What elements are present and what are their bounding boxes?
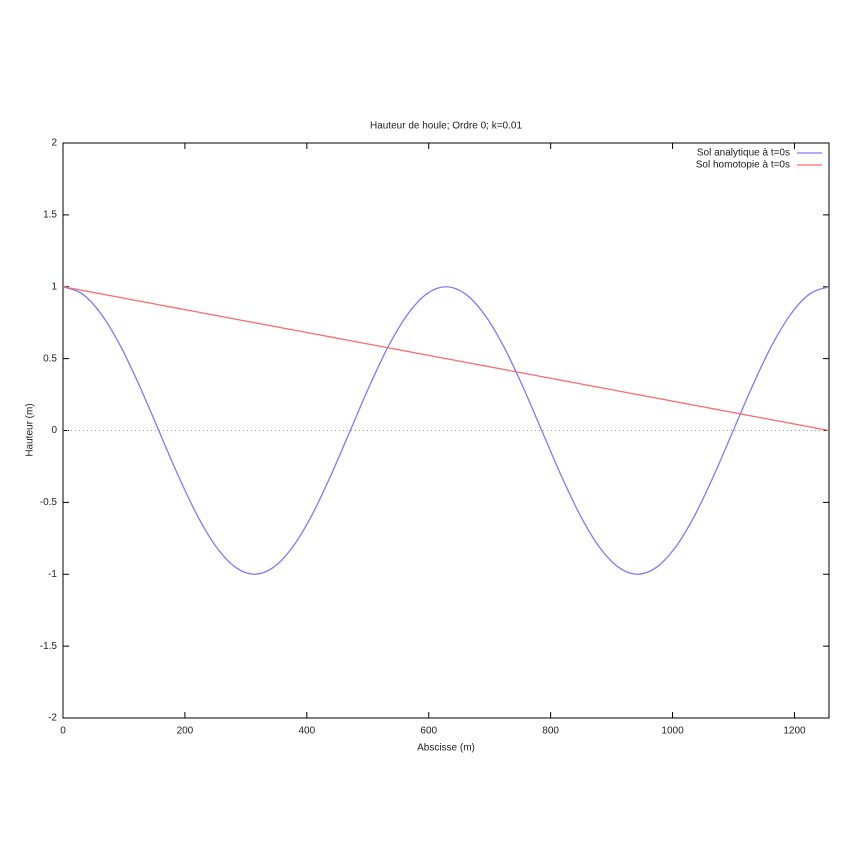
x-tick-label: 1200 xyxy=(783,726,806,737)
y-tick-label: 0 xyxy=(51,425,57,436)
x-tick-label: 1000 xyxy=(661,726,684,737)
x-tick-label: 800 xyxy=(542,726,559,737)
y-tick-label: -1.5 xyxy=(40,641,58,652)
x-tick-label: 200 xyxy=(177,726,194,737)
y-tick-label: -0.5 xyxy=(40,497,58,508)
y-tick-label: -1 xyxy=(48,569,57,580)
y-tick-label: 1 xyxy=(51,281,57,292)
x-tick-label: 400 xyxy=(298,726,315,737)
y-tick-label: 1.5 xyxy=(43,210,57,221)
series-line xyxy=(62,286,830,575)
y-tick-label: -2 xyxy=(48,713,57,724)
series-line xyxy=(62,286,830,432)
x-tick-label: 0 xyxy=(60,726,66,737)
legend-label: Sol analytique à t=0s xyxy=(697,148,790,159)
x-axis-label: Abscisse (m) xyxy=(417,743,475,754)
y-tick-label: 2 xyxy=(51,138,57,149)
legend-label: Sol homotopie à t=0s xyxy=(696,160,790,171)
y-axis-label: Hauteur (m) xyxy=(25,403,36,456)
x-tick-label: 600 xyxy=(420,726,437,737)
chart-title: Hauteur de houle; Ordre 0; k=0.01 xyxy=(370,121,522,132)
y-tick-label: 0.5 xyxy=(43,353,57,364)
